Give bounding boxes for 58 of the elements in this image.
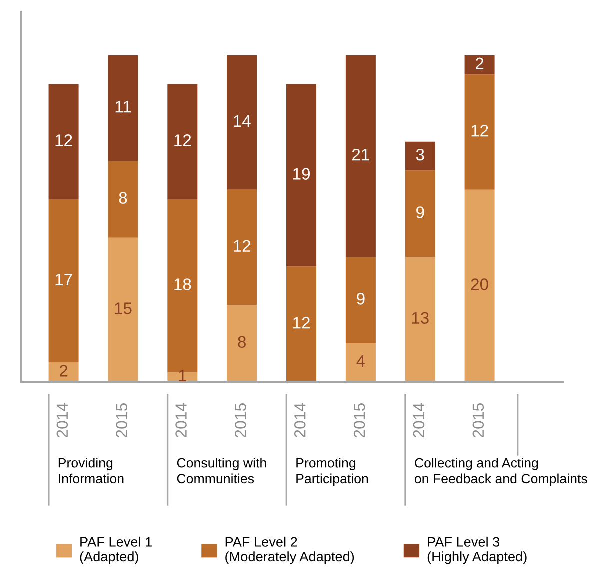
- text: Providing Information: [58, 458, 124, 484]
- data-label: 12: [472, 124, 488, 137]
- bar: [346, 257, 376, 344]
- bar: [48, 84, 79, 200]
- data-label: 9: [357, 293, 365, 305]
- data-label: 4: [356, 356, 366, 368]
- x-tick-label: 2014: [413, 403, 425, 438]
- bar: [108, 238, 138, 382]
- legend-label: PAF Level 3 (Highly Adapted): [428, 536, 527, 564]
- data-label: 12: [294, 317, 310, 329]
- data-label: 12: [174, 134, 192, 146]
- x-tick-label: 2014: [176, 403, 187, 438]
- data-label: 12: [234, 240, 251, 252]
- bar: [464, 55, 495, 75]
- text: Collecting and Acting on Feedback and Complaints: [414, 458, 588, 486]
- data-label: 20: [471, 278, 488, 290]
- bar: [286, 266, 317, 382]
- data-label: 2: [476, 58, 484, 70]
- bar: [227, 190, 258, 306]
- bar: [405, 170, 436, 258]
- data-label: 3: [416, 148, 424, 161]
- bar: [48, 200, 79, 363]
- data-label: 18: [174, 278, 192, 290]
- x-tick-label: 2014: [56, 403, 68, 438]
- data-label: 14: [234, 116, 251, 127]
- data-label: 19: [294, 168, 310, 180]
- data-label: 15: [115, 302, 132, 314]
- x-tick-label: 2015: [116, 404, 128, 438]
- data-label: 8: [119, 192, 128, 204]
- data-label: 13: [412, 312, 429, 324]
- legend-label: PAF Level 2 (Moderately Adapted): [226, 536, 354, 564]
- x-tick-label: 2015: [235, 404, 246, 438]
- bar: [168, 84, 198, 200]
- bar: [464, 74, 495, 190]
- bar: [464, 190, 495, 382]
- data-label: 2: [60, 365, 68, 377]
- bar: [108, 161, 138, 238]
- bar: [227, 305, 258, 382]
- bar: [346, 344, 376, 382]
- data-label: 11: [116, 101, 132, 113]
- text: Consulting with Communities: [177, 458, 266, 484]
- data-label: 17: [56, 274, 72, 286]
- data-label: 12: [56, 134, 72, 146]
- x-tick-label: 2015: [472, 404, 484, 438]
- x-tick-label: 2015: [354, 404, 366, 438]
- text: Promoting Participation: [296, 458, 368, 486]
- data-label: 1: [179, 370, 186, 382]
- legend-label: PAF Level 1 (Adapted): [80, 536, 152, 564]
- bar: [405, 257, 436, 382]
- x-tick-label: 2014: [294, 403, 306, 438]
- bar: [227, 55, 258, 190]
- bar: [286, 84, 317, 267]
- bar: [108, 55, 138, 162]
- data-label: 8: [238, 336, 246, 348]
- data-label: 9: [416, 206, 424, 218]
- bar: [346, 55, 376, 258]
- data-label: 21: [352, 148, 370, 161]
- bar: [405, 142, 436, 171]
